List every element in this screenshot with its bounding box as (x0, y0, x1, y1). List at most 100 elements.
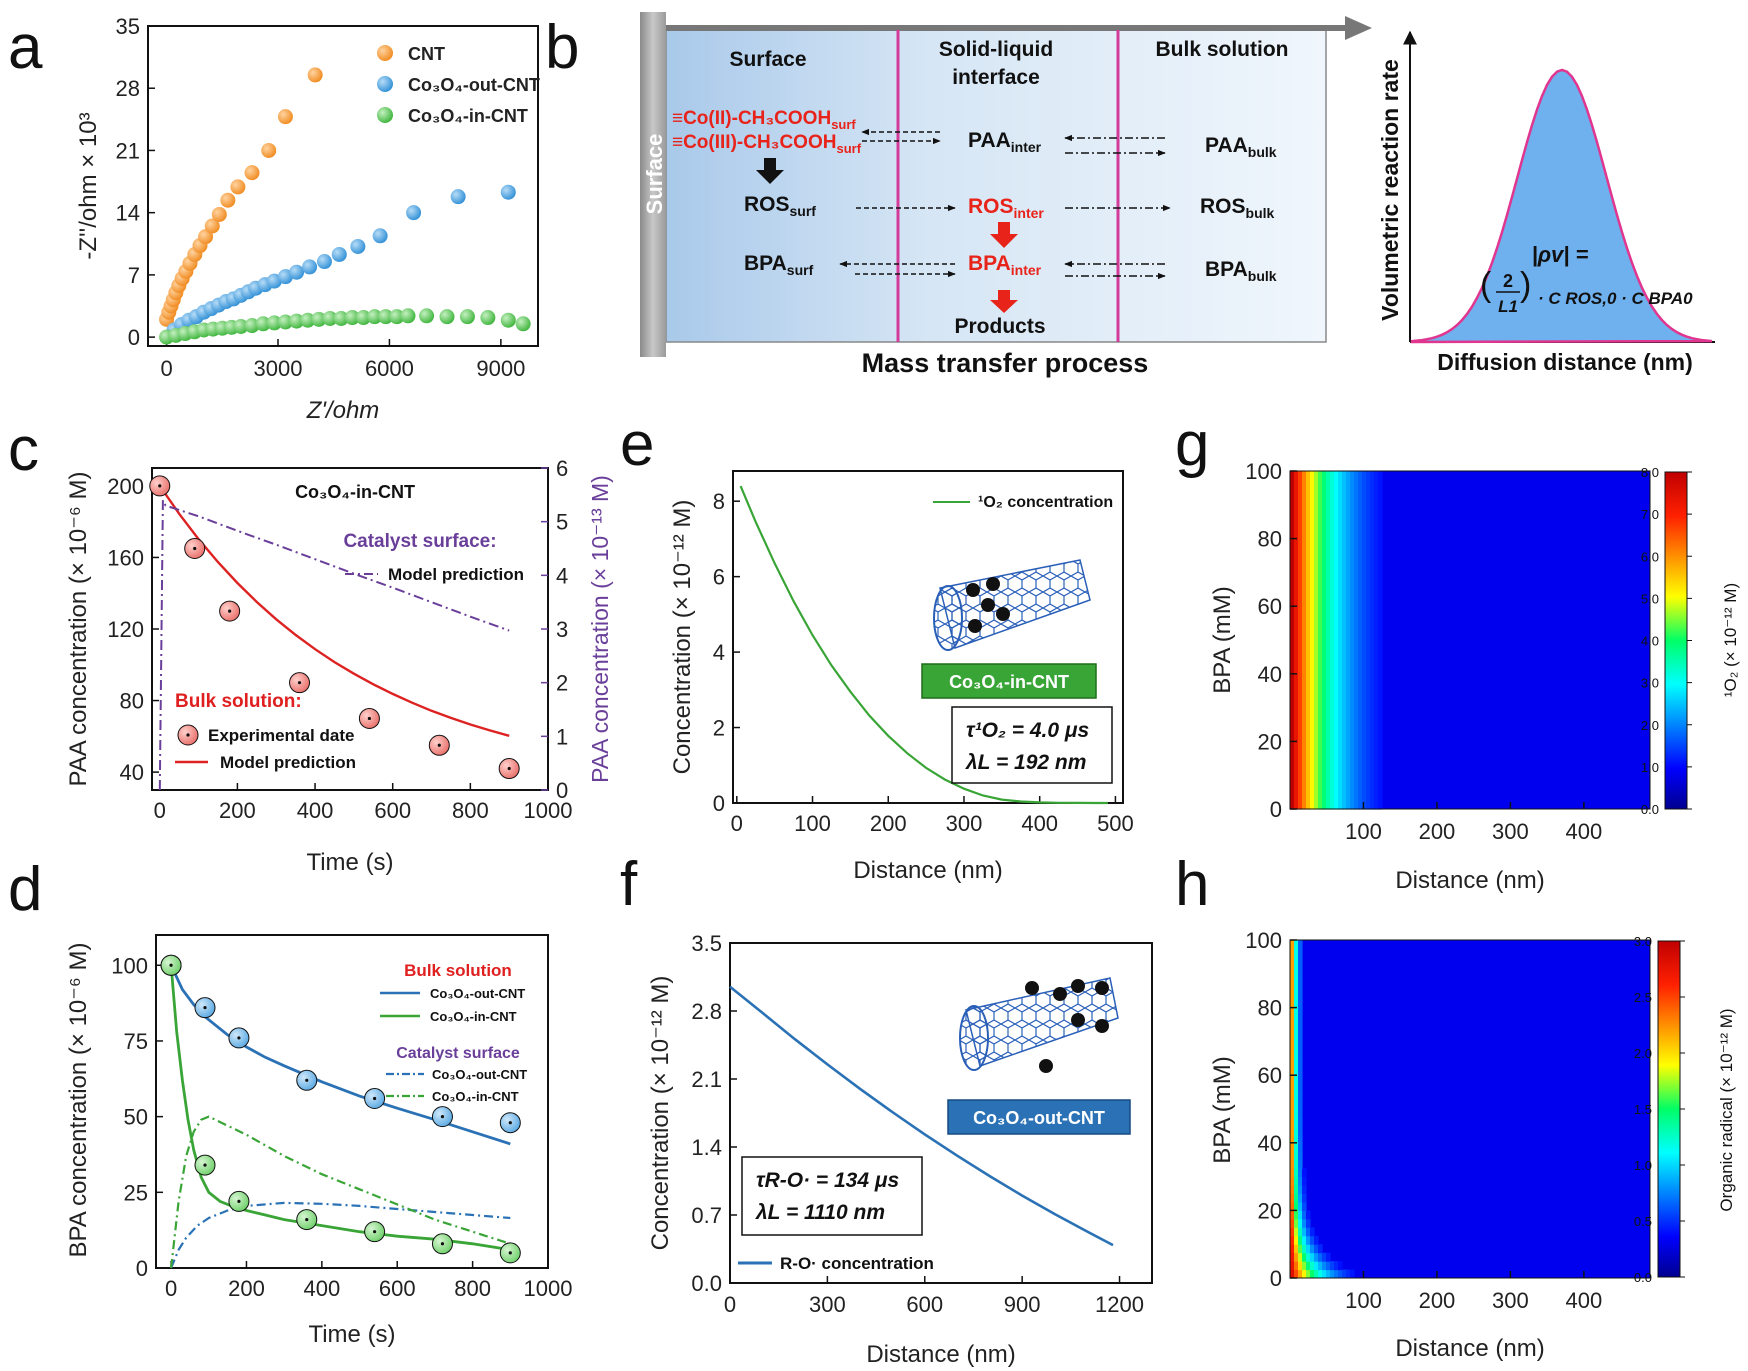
x-tick-label: 9000 (476, 356, 525, 381)
equation-lhs: |ρv| = (1532, 242, 1589, 267)
heatmap-cell (1290, 1210, 1295, 1220)
experimental-point-center (373, 1096, 377, 1101)
data-point-in (459, 309, 475, 325)
heatmap-cell (1290, 1168, 1295, 1178)
panel-letter-h: h (1175, 850, 1209, 919)
zone-interface-2: interface (952, 66, 1040, 89)
y-tick-label: 100 (1245, 459, 1282, 484)
surface-out-line (170, 1201, 511, 1269)
heatmap-cell (1330, 471, 1335, 810)
nanotube-body (965, 977, 1119, 1067)
catalyst-badge-label: Co₃O₄-out-CNT (973, 1108, 1105, 1128)
y-tick-label: 160 (107, 545, 144, 570)
y-tick-label: 0 (136, 1256, 148, 1281)
y-tick-label: 2.8 (691, 999, 722, 1024)
y-tick-label: 0 (713, 791, 725, 816)
surface-model-line (158, 499, 510, 791)
y-tick-label: 0 (1270, 797, 1282, 822)
x-tick-label: 200 (870, 811, 907, 836)
x-tick-label: 200 (1419, 1288, 1456, 1313)
process-arrow-head (1345, 16, 1372, 40)
parameter-box (741, 1156, 923, 1236)
concentration-line (739, 485, 1108, 805)
heatmap-cell (1290, 1117, 1295, 1127)
heatmap-cell (1294, 1252, 1299, 1262)
particle-5 (968, 619, 982, 633)
heatmap-cell (1298, 1159, 1303, 1169)
heatmap-cell (1294, 1092, 1299, 1102)
colorbar-tick-label: 3.0 (1641, 676, 1659, 691)
heatmap-cell (1314, 1252, 1319, 1262)
heatmap-cell (1294, 1024, 1299, 1034)
heatmap-cell (1354, 471, 1359, 810)
heatmap-cell (1294, 1244, 1299, 1254)
experimental-point-center (203, 1006, 207, 1010)
nanotube-illustration-in (933, 559, 1091, 651)
heatmap-cell (1294, 1033, 1299, 1042)
heatmap-cell (1290, 1083, 1295, 1093)
heatmap-cell (1290, 1142, 1295, 1152)
ros-surf: ROSsurf (744, 193, 816, 219)
colorbar-tick-label: 1.5 (1634, 1102, 1652, 1117)
heatmap-cell (1290, 956, 1295, 966)
heatmap-cell (1378, 471, 1383, 810)
data-point-in (344, 310, 360, 326)
bpa-inter: BPAinter (968, 252, 1042, 278)
panel-a-nyquist-plot: 0 3000 6000 9000 0 7 14 21 28 35 Z'/ohm -Z''/ohm … (75, 14, 540, 424)
data-point-out (289, 264, 305, 280)
data-point-in (266, 315, 282, 331)
heatmap-cell (1290, 1261, 1295, 1271)
data-point-in (419, 308, 435, 324)
heatmap-cell (1298, 471, 1303, 810)
x-tick-label: 1200 (1095, 1292, 1144, 1317)
heatmap-cell (1322, 471, 1327, 810)
heatmap-cell (1294, 990, 1299, 1000)
panel-f-organic-radical-profile: 0 300 600 900 1200 0.0 0.7 1.4 2.1 2.8 3.5 Co₃O₄-o… (647, 931, 1153, 1368)
heatmap-cell (1294, 1075, 1299, 1085)
heatmap-cell (1290, 471, 1295, 810)
heatmap-cell (1338, 1269, 1343, 1279)
colorbar-label: Organic radical (× 10⁻¹² M) (1717, 1008, 1736, 1211)
x-tick-label: 6000 (365, 356, 414, 381)
heatmap-cell (1298, 1261, 1303, 1271)
heatmap-cell (1322, 1252, 1327, 1262)
y2-tick-label: 5 (556, 510, 568, 535)
experimental-point-center (373, 1230, 377, 1234)
heatmap-cell (1318, 1244, 1323, 1254)
heatmap-cell (1290, 1075, 1295, 1085)
data-point-out (500, 184, 516, 200)
heatmap-cell (1350, 471, 1355, 810)
surface-in-line (170, 1115, 511, 1269)
x-tick-label: 600 (374, 798, 411, 823)
heatmap-cell (1314, 1261, 1319, 1271)
data-point-in (277, 314, 293, 330)
heatmap-cell (1290, 948, 1295, 958)
heatmap-cell (1298, 1033, 1303, 1042)
heatmap-cell (1294, 1100, 1299, 1110)
data-point-cnt (230, 179, 246, 195)
data-point-in (244, 318, 260, 334)
heatmap-cell (1294, 1041, 1299, 1051)
heatmap-cell (1350, 1269, 1355, 1279)
y2-tick-label: 6 (556, 456, 568, 481)
particle-4 (1095, 981, 1109, 995)
heatmap-cell (1298, 1202, 1303, 1211)
data-point-in (233, 318, 249, 334)
legend-marker-dot (186, 733, 190, 737)
eq-den: L1 (1498, 297, 1518, 316)
nanotube-end (933, 585, 963, 651)
zone-surface: Surface (729, 48, 806, 71)
catalyst-badge-label: Co₃O₄-in-CNT (949, 672, 1069, 692)
y-tick-label: 6 (713, 565, 725, 590)
eq-paren-left: ( (1480, 266, 1492, 304)
heatmap-cell (1290, 1049, 1295, 1059)
x-tick-label: 300 (809, 1292, 846, 1317)
x-tick-label: 0 (160, 356, 172, 381)
x-tick-label: 500 (1097, 811, 1134, 836)
colorbar-tick-label: 2.5 (1634, 990, 1652, 1005)
y2-tick-label: 4 (556, 563, 568, 588)
heatmap-cell (1290, 1252, 1295, 1262)
y-tick-label: 80 (120, 689, 144, 714)
heatmap-cell (1322, 1269, 1327, 1279)
heatmap-cell (1306, 1227, 1311, 1237)
